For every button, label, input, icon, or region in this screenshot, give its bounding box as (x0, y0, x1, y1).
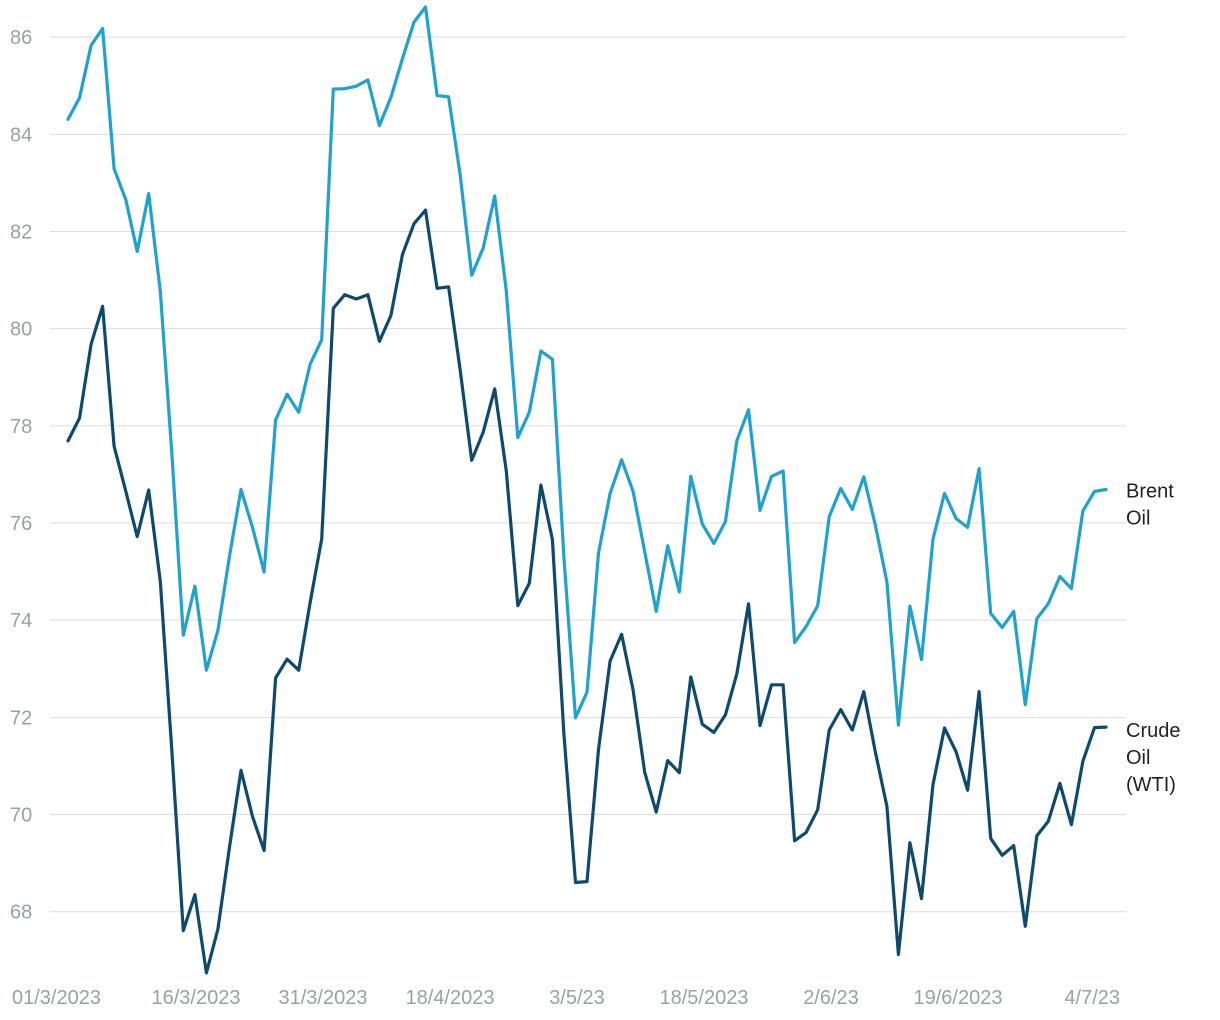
series-lines (66, 5, 1108, 975)
y-tick-label: 80 (10, 319, 32, 341)
series-label-brent-oil: Brent Oil (1126, 480, 1174, 529)
x-tick-label: 31/3/2023 (279, 987, 368, 1009)
x-tick-label: 18/5/2023 (660, 987, 749, 1009)
y-tick-label: 86 (10, 27, 32, 49)
y-tick-label: 74 (10, 610, 32, 632)
series-line-crude-oil-wti (66, 208, 1108, 975)
x-axis: 01/3/2023 16/3/2023 31/3/2023 18/4/2023 3/5/… (12, 987, 1120, 1009)
x-tick-label: 4/7/23 (1064, 987, 1120, 1009)
x-tick-label: 3/5/23 (549, 987, 605, 1009)
y-tick-label: 70 (10, 805, 32, 827)
series-labels: Brent Oil Crude Oil (WTI) (1126, 480, 1180, 796)
y-axis: 68 70 72 74 76 78 80 82 84 86 (10, 27, 32, 924)
x-tick-label: 01/3/2023 (12, 987, 101, 1009)
y-tick-label: 76 (10, 513, 32, 535)
x-tick-label: 19/6/2023 (914, 987, 1003, 1009)
series-label-line: (WTI) (1126, 774, 1176, 796)
y-tick-label: 78 (10, 416, 32, 438)
x-tick-label: 2/6/23 (803, 987, 859, 1009)
series-label-line: Crude (1126, 720, 1180, 742)
series-label-line: Brent (1126, 480, 1174, 502)
x-tick-label: 18/4/2023 (406, 987, 495, 1009)
x-tick-label: 16/3/2023 (152, 987, 241, 1009)
series-label-crude-oil-wti: Crude Oil (WTI) (1126, 720, 1180, 796)
gridlines (50, 36, 1126, 913)
y-tick-label: 84 (10, 124, 32, 146)
series-label-line: Oil (1126, 507, 1150, 529)
series-label-line: Oil (1126, 747, 1150, 769)
series-line-brent-oil (66, 5, 1108, 727)
y-tick-label: 72 (10, 707, 32, 729)
y-tick-label: 68 (10, 902, 32, 924)
y-tick-label: 82 (10, 221, 32, 243)
